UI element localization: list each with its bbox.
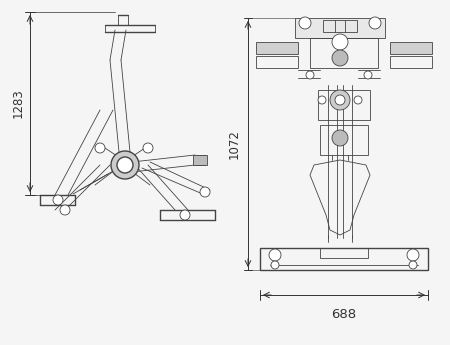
Circle shape [369,17,381,29]
Circle shape [271,261,279,269]
Bar [295,18,385,38]
Circle shape [354,96,362,104]
Circle shape [332,130,348,146]
Circle shape [117,157,133,173]
Bar [390,42,432,54]
Circle shape [143,143,153,153]
Bar [320,248,368,258]
Bar [318,90,370,120]
Bar [260,248,428,270]
Circle shape [318,96,326,104]
Circle shape [95,143,105,153]
Circle shape [332,50,348,66]
Circle shape [409,261,417,269]
Circle shape [332,34,348,50]
Circle shape [306,71,314,79]
Circle shape [335,95,345,105]
Circle shape [330,90,350,110]
Bar [390,56,432,68]
Circle shape [299,17,311,29]
Circle shape [364,71,372,79]
Bar [310,38,378,68]
Text: 1283: 1283 [12,89,24,118]
Bar [320,125,368,155]
Circle shape [407,249,419,261]
Text: 1072: 1072 [228,129,240,159]
Circle shape [111,151,139,179]
Bar [323,20,357,32]
Circle shape [200,187,210,197]
Circle shape [269,249,281,261]
Bar [256,56,298,68]
Circle shape [53,195,63,205]
Circle shape [60,205,70,215]
Bar [193,155,207,165]
Bar [256,42,298,54]
Circle shape [180,210,190,220]
Text: 688: 688 [332,308,356,322]
